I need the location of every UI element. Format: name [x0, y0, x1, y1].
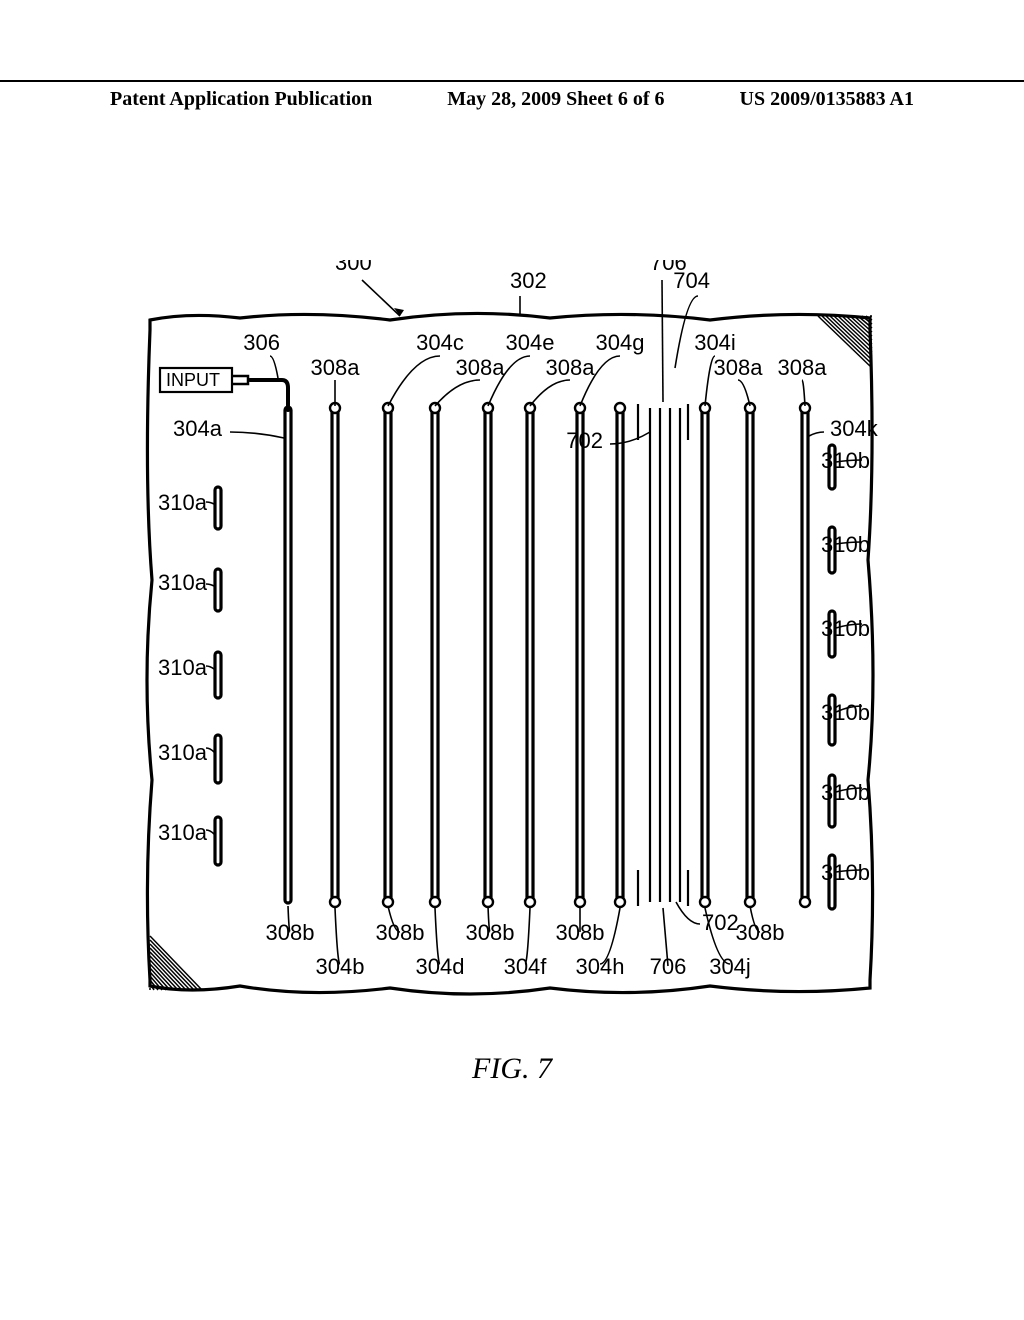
svg-text:306: 306 [243, 330, 280, 355]
svg-text:304b: 304b [316, 954, 365, 979]
header-center: May 28, 2009 Sheet 6 of 6 [447, 88, 664, 111]
svg-text:304e: 304e [506, 330, 555, 355]
svg-text:702: 702 [702, 910, 739, 935]
svg-text:304j: 304j [709, 954, 751, 979]
svg-text:310a: 310a [158, 655, 208, 680]
svg-text:304d: 304d [416, 954, 465, 979]
svg-text:308b: 308b [266, 920, 315, 945]
svg-text:INPUT: INPUT [166, 370, 220, 390]
svg-text:304i: 304i [694, 330, 736, 355]
svg-text:310a: 310a [158, 820, 208, 845]
svg-text:310b: 310b [821, 448, 870, 473]
svg-text:304c: 304c [416, 330, 464, 355]
svg-text:310b: 310b [821, 700, 870, 725]
svg-text:706: 706 [650, 954, 687, 979]
header-left: Patent Application Publication [110, 88, 372, 111]
svg-text:308a: 308a [546, 355, 596, 380]
svg-text:304g: 304g [596, 330, 645, 355]
svg-text:304h: 304h [576, 954, 625, 979]
svg-text:308a: 308a [311, 355, 361, 380]
svg-text:310a: 310a [158, 490, 208, 515]
svg-text:304f: 304f [504, 954, 548, 979]
svg-text:704: 704 [673, 268, 710, 293]
svg-text:308a: 308a [778, 355, 828, 380]
svg-text:308b: 308b [466, 920, 515, 945]
svg-text:308b: 308b [736, 920, 785, 945]
header-right: US 2009/0135883 A1 [740, 88, 914, 111]
figure-svg: INPUT300302706704306304c304e304g304i308a… [110, 260, 910, 1040]
svg-text:310a: 310a [158, 740, 208, 765]
svg-text:310a: 310a [158, 570, 208, 595]
svg-text:702: 702 [566, 428, 603, 453]
svg-text:304a: 304a [173, 416, 223, 441]
svg-text:310b: 310b [821, 616, 870, 641]
svg-text:310b: 310b [821, 860, 870, 885]
svg-text:310b: 310b [821, 532, 870, 557]
svg-text:300: 300 [335, 260, 372, 275]
svg-text:308a: 308a [714, 355, 764, 380]
page-header: Patent Application Publication May 28, 2… [0, 80, 1024, 111]
header-row: Patent Application Publication May 28, 2… [0, 88, 1024, 111]
figure-caption: FIG. 7 [0, 1052, 1024, 1086]
svg-text:308b: 308b [556, 920, 605, 945]
figure-7: INPUT300302706704306304c304e304g304i308a… [110, 260, 910, 1040]
svg-text:310b: 310b [821, 780, 870, 805]
svg-text:308a: 308a [456, 355, 506, 380]
svg-text:304k: 304k [830, 416, 879, 441]
svg-text:308b: 308b [376, 920, 425, 945]
svg-text:302: 302 [510, 268, 547, 293]
